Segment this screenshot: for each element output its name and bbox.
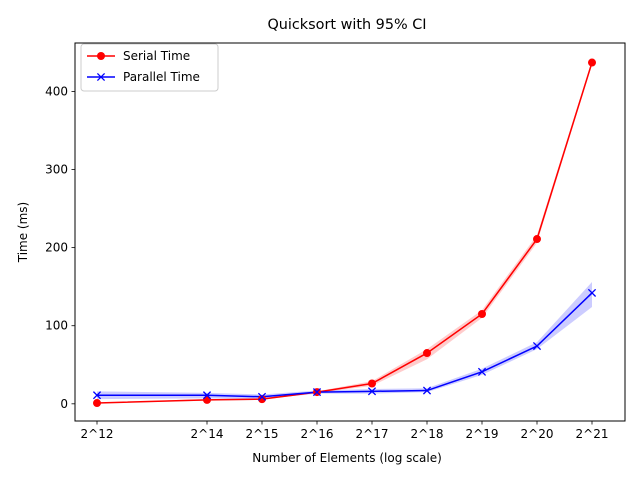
confidence-bands (97, 60, 592, 404)
plot-frame (74, 42, 626, 422)
data-point (423, 349, 431, 358)
x-tick-label: 2^20 (521, 427, 554, 441)
legend-marker-2 (96, 72, 106, 82)
series-line-2 (97, 292, 593, 398)
x-tick-label: 2^12 (81, 427, 114, 441)
data-point (587, 288, 597, 297)
ci-band-2 (97, 281, 592, 400)
chart-title: Quicksort with 95% CI (267, 17, 426, 33)
x-tick-label: 2^14 (191, 427, 224, 441)
data-point (312, 388, 322, 397)
data-point (258, 395, 266, 404)
y-axis-label: Time (ms) (16, 202, 30, 264)
legend-label-2: Parallel Time (123, 70, 200, 84)
y-tick-label: 200 (45, 241, 68, 255)
data-point (533, 235, 541, 244)
data-point (588, 58, 596, 67)
data-point (477, 367, 487, 376)
legend: Serial Time Parallel Time (80, 43, 219, 92)
x-tick-label: 2^19 (466, 427, 499, 441)
legend-label-1: Serial Time (123, 49, 190, 63)
y-tick-label: 0 (60, 397, 68, 411)
x-tick-label: 2^16 (301, 427, 334, 441)
y-tick-label: 300 (45, 163, 68, 177)
y-tick-label: 400 (45, 84, 68, 98)
data-point (478, 310, 486, 319)
x-tick-label: 2^17 (356, 427, 389, 441)
data-point (532, 341, 542, 351)
x-axis-ticks: 2^12 2^14 2^15 2^16 2^17 2^18 2^19 2^20 2^21 (81, 421, 609, 441)
data-point (202, 391, 212, 400)
y-axis-ticks: 0 100 200 300 400 (45, 84, 75, 411)
data-point (368, 379, 376, 388)
data-point (257, 392, 267, 401)
data-point (367, 387, 377, 396)
x-tick-label: 2^18 (411, 427, 444, 441)
legend-marker-1 (97, 52, 105, 60)
x-tick-label: 2^21 (576, 427, 609, 441)
legend-box (80, 43, 219, 92)
x-axis-label: Number of Elements (log scale) (252, 451, 442, 465)
data-point (92, 391, 102, 400)
series-markers (92, 58, 597, 408)
y-tick-label: 100 (45, 319, 68, 333)
x-tick-label: 2^15 (246, 427, 279, 441)
data-point (93, 399, 101, 408)
data-point (422, 386, 432, 395)
